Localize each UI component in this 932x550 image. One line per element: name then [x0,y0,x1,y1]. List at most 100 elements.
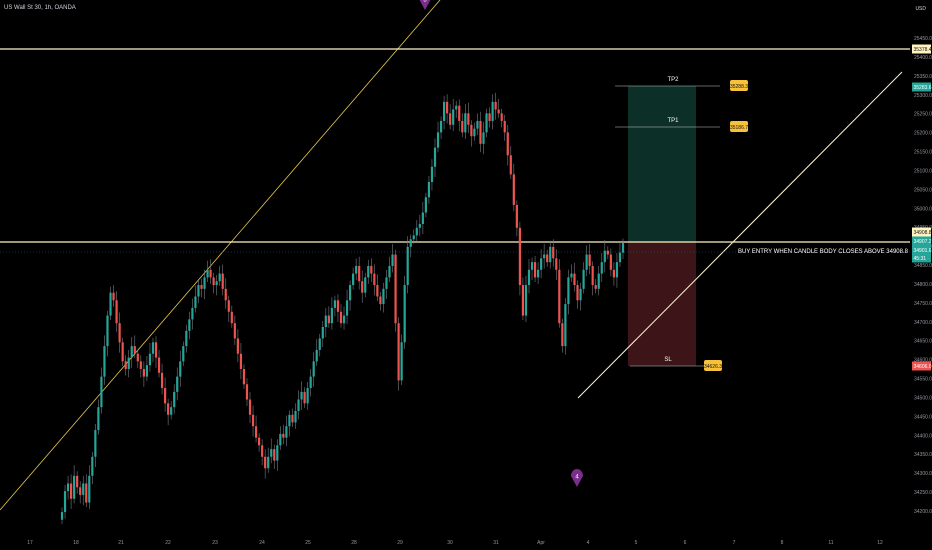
candle-body [145,365,149,377]
candle-body [109,292,112,316]
candle-body [546,254,549,263]
candle-body [612,269,616,278]
candle-body [582,269,585,289]
level-label: TP1 [667,118,679,124]
candle-body [479,120,482,144]
candle-body [352,273,355,286]
y-tick-label: 34400.0 [914,433,932,439]
x-tick-label: 5 [635,540,638,546]
price-badge [912,253,931,263]
candle-body [600,262,603,274]
candle-body [603,250,606,263]
candle-body [376,285,379,297]
trendline-right [577,71,903,399]
candle-body [491,101,494,121]
candle-body [394,254,397,324]
candle-body [536,269,540,278]
candle-body [439,120,443,133]
candle-body [106,315,109,347]
candle-body [342,315,346,324]
candle-body [297,399,300,411]
candle-body [373,273,376,286]
candle-body [621,243,625,253]
candle-body [294,410,297,423]
candle-body [615,262,619,278]
candle-body [206,269,209,278]
candle-body [273,449,276,461]
level-badge [730,121,748,132]
x-tick-label: 8 [781,540,784,546]
x-tick-label: 30 [447,540,453,546]
candle-body [418,223,421,228]
level-badge [730,80,748,91]
x-tick-label: 11 [828,540,833,546]
candle-body [79,487,82,495]
candle-body [94,430,97,457]
candle-body [194,296,197,308]
candle-body [585,254,588,270]
candle-body [388,265,391,278]
candle-body [148,353,152,366]
y-tick-label: 25150.0 [914,150,932,156]
candle-body [370,265,373,274]
candle-body [533,262,537,278]
candle-body [379,296,382,305]
candle-body [549,246,552,263]
y-tick-label: 34750.0 [914,301,932,307]
trendline-left [0,0,441,511]
profit-zone [628,86,696,242]
x-tick-label: 21 [118,540,124,546]
candle-body [540,258,543,270]
currency-label: USD [915,6,926,12]
candle-body [430,166,434,183]
x-tick-label: Apr [537,540,545,546]
y-tick-label: 34550.0 [914,377,932,383]
candle-body [309,376,312,389]
candle-body [103,346,106,377]
candle-body [315,349,318,362]
candle-body [446,101,449,114]
candle-body [97,407,100,431]
candle-body [473,128,476,137]
candle-body [588,254,591,266]
price-badge-text: 34907.2 [914,239,932,245]
candle-body [218,273,221,282]
candle-body [452,109,455,125]
y-tick-label: 25300.0 [914,93,932,99]
candle-body [76,475,79,488]
level-value: 35186.7 [730,125,748,131]
candle-body [182,346,185,362]
y-tick-label: 25050.0 [914,187,932,193]
candle-body [567,277,570,305]
candle-body [482,132,485,144]
candle-body [348,285,352,301]
candle-body [197,285,200,297]
y-tick-label: 35000.0 [914,206,932,212]
candle-body [476,120,479,129]
candle-body [345,300,349,316]
candle-body [427,182,431,198]
candle-body [500,113,503,121]
candle-body [512,174,515,205]
x-tick-label: 4 [587,540,590,546]
candle-body [461,120,464,133]
price-badge-text: 34901.6 [914,248,932,254]
y-tick-label: 25100.0 [914,168,932,174]
candle-body [224,288,227,301]
candle-body [470,124,473,137]
candle-body [594,285,597,289]
x-tick-label: 18 [73,540,79,546]
candle-body [285,426,288,438]
candle-body [436,132,440,148]
price-badge-text: 35283.6 [914,85,932,91]
candle-body [245,384,249,400]
candle-body [270,449,273,457]
candle-body [406,246,409,286]
candle-body [355,265,358,274]
candle-body [239,353,243,369]
candle-body [151,342,155,354]
candle-body [488,113,491,121]
candle-body [333,300,337,308]
candle-body [552,246,555,259]
